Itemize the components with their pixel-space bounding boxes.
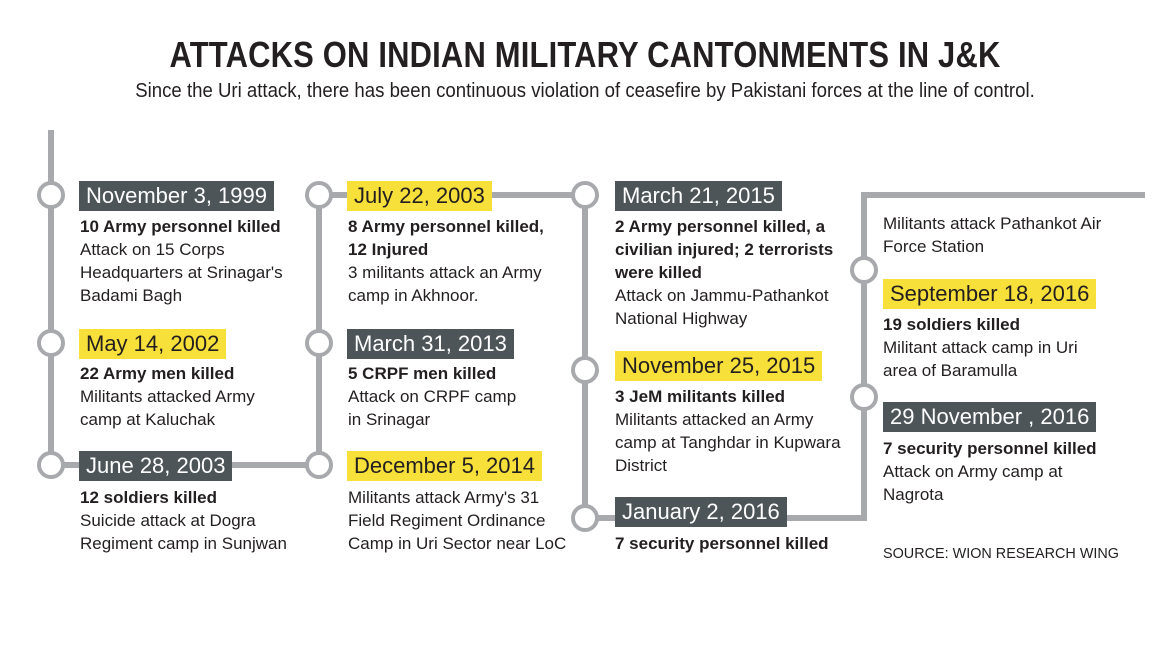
event-details: 7 security personnel killed [615,532,829,555]
event-details: 3 JeM militants killed Militants attacked… [615,385,841,477]
event-details: 22 Army men killed Militants attacked Arm… [80,362,255,431]
event-description: Regiment camp in Sunjwan [80,534,287,553]
event-casualties: 5 CRPF men killed [348,364,497,383]
event-description: Attack on Army camp at [883,462,1063,481]
event-casualties: 7 security personnel killed [615,534,829,553]
event-description: Camp in Uri Sector near LoC [348,534,567,553]
event-date: December 5, 2014 [347,451,542,481]
event-description: Field Regiment Ordinance [348,511,546,530]
event-casualties: civilian injured; 2 terrorists [615,240,834,259]
event-description: National Highway [615,309,748,328]
event-date: June 28, 2003 [79,451,233,481]
event-details: 2 Army personnel killed, a civilian injur… [615,215,833,330]
event-date: January 2, 2016 [615,497,787,527]
timeline-node [37,451,65,479]
event-description: Attack on Jammu-Pathankot [615,286,829,305]
event-date: July 22, 2003 [347,181,492,211]
event-description: Badami Bagh [80,286,183,305]
event-date: 29 November , 2016 [883,402,1097,432]
timeline-node [37,181,65,209]
event-date: May 14, 2002 [79,329,227,359]
timeline-nodes [37,181,878,532]
timeline-node [850,383,878,411]
event-description: 3 militants attack an Army [348,263,542,282]
event-details: 8 Army personnel killed, 12 Injured 3 mili… [348,215,544,307]
event-casualties: 2 Army personnel killed, a [615,217,826,236]
infographic-title: ATTACKS ON INDIAN MILITARY CANTONMENTS I… [169,34,1001,75]
event-details: Militants attack Pathankot Air Force Stat… [883,212,1101,258]
event-description: Force Station [883,237,985,256]
infographic-subtitle: Since the Uri attack, there has been con… [135,80,1035,102]
timeline-node [305,181,333,209]
event-description: Attack on CRPF camp [348,387,517,406]
event-casualties: 12 Injured [348,240,429,259]
event-description: Attack on 15 Corps [80,240,225,259]
event-casualties: 7 security personnel killed [883,439,1097,458]
event-casualties: 3 JeM militants killed [615,387,786,406]
timeline-node [571,504,599,532]
event-details: Militants attack Army's 31 Field Regiment… [348,486,566,555]
event-casualties: 12 soldiers killed [80,488,218,507]
event-date: November 25, 2015 [615,351,823,381]
event-description: Nagrota [883,485,944,504]
source-note: SOURCE: WION RESEARCH WING [883,545,1120,562]
event-casualties: 19 soldiers killed [883,315,1021,334]
event-casualties: 10 Army personnel killed [80,217,281,236]
event-casualties: were killed [615,263,702,282]
event-details: 10 Army personnel killed Attack on 15 Cor… [80,215,283,307]
timeline-node [305,451,333,479]
event-description: camp at Kaluchak [80,410,216,429]
event-details: 12 soldiers killed Suicide attack at Dogr… [80,486,287,555]
event-date: September 18, 2016 [883,279,1097,309]
event-description: Headquarters at Srinagar's [80,263,283,282]
event-description: in Srinagar [348,410,431,429]
event-casualties: 22 Army men killed [80,364,235,383]
event-casualties: 8 Army personnel killed, [348,217,544,236]
event-description: area of Baramulla [883,361,1018,380]
timeline-node [305,329,333,357]
event-date: March 21, 2015 [615,181,782,211]
event-details: 7 security personnel killed Attack on Arm… [883,437,1097,506]
timeline-node [571,356,599,384]
event-description: camp at Tanghdar in Kupwara [615,433,841,452]
event-description: Suicide attack at Dogra [80,511,256,530]
timeline-node [850,256,878,284]
event-description: District [615,456,667,475]
event-description: Militant attack camp in Uri [883,338,1078,357]
event-date: November 3, 1999 [79,181,274,211]
timeline-node [37,329,65,357]
event-description: Militants attack Pathankot Air [883,214,1102,233]
event-description: camp in Akhnoor. [348,286,479,305]
timeline-node [571,181,599,209]
event-description: Militants attacked Army [80,387,255,406]
event-description: Militants attack Army's 31 [348,488,540,507]
event-details: 19 soldiers killed Militant attack camp i… [883,313,1078,382]
event-description: Militants attacked an Army [615,410,814,429]
event-date: March 31, 2013 [347,329,514,359]
event-details: 5 CRPF men killed Attack on CRPF camp in S… [348,362,516,431]
